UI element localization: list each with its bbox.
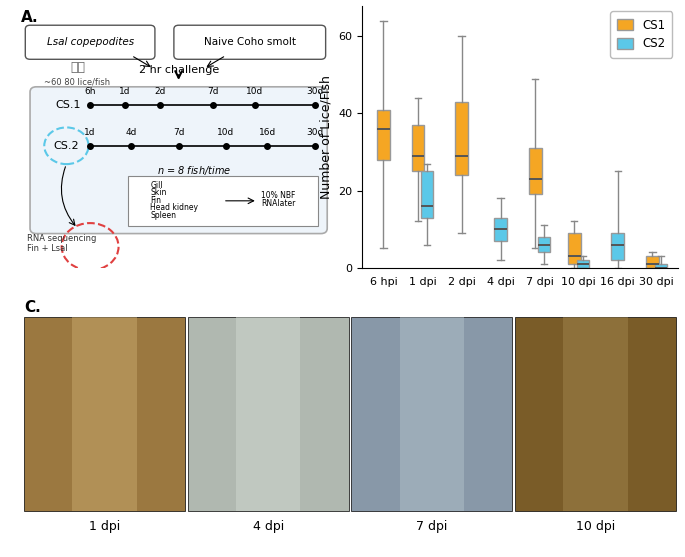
Text: 7d: 7d: [173, 128, 184, 136]
PathPatch shape: [646, 256, 659, 268]
Text: RNA sequencing
Fin + Lsal: RNA sequencing Fin + Lsal: [27, 233, 97, 253]
Text: 🐟🦐: 🐟🦐: [70, 61, 85, 74]
Text: Fin: Fin: [150, 196, 161, 205]
PathPatch shape: [412, 125, 425, 172]
Text: 10d: 10d: [246, 87, 263, 96]
Text: $n$ = 8 fish/time: $n$ = 8 fish/time: [158, 164, 232, 177]
PathPatch shape: [377, 110, 390, 160]
Bar: [236, 316, 300, 511]
PathPatch shape: [529, 148, 542, 194]
Text: 10 dpi: 10 dpi: [576, 520, 615, 534]
Bar: [188, 316, 349, 511]
Text: 30d: 30d: [306, 87, 323, 96]
Text: 1d: 1d: [119, 87, 131, 96]
Text: Skin: Skin: [150, 188, 166, 197]
PathPatch shape: [421, 172, 433, 218]
Text: RNAlater: RNAlater: [261, 199, 295, 208]
Y-axis label: Number of Lice/Fish: Number of Lice/Fish: [320, 75, 333, 198]
Text: A.: A.: [21, 9, 38, 25]
Text: 30d: 30d: [306, 128, 323, 136]
Bar: [563, 316, 628, 511]
Legend: CS1, CS2: CS1, CS2: [610, 12, 672, 57]
Text: 4 dpi: 4 dpi: [253, 520, 284, 534]
FancyBboxPatch shape: [174, 25, 325, 59]
PathPatch shape: [495, 218, 507, 241]
PathPatch shape: [655, 264, 667, 268]
Text: 6h: 6h: [84, 87, 96, 96]
Text: Naive Coho smolt: Naive Coho smolt: [203, 37, 296, 47]
Text: 10% NBF: 10% NBF: [261, 191, 295, 200]
Text: 7 dpi: 7 dpi: [416, 520, 447, 534]
Text: 2 hr challenge: 2 hr challenge: [138, 65, 219, 75]
Text: Spleen: Spleen: [150, 211, 176, 220]
Text: 2d: 2d: [154, 87, 165, 96]
PathPatch shape: [612, 233, 624, 260]
PathPatch shape: [577, 260, 589, 268]
PathPatch shape: [538, 237, 550, 252]
Bar: [24, 316, 185, 511]
FancyBboxPatch shape: [30, 87, 327, 233]
FancyBboxPatch shape: [25, 25, 155, 59]
Text: 1 dpi: 1 dpi: [89, 520, 120, 534]
Text: Gill: Gill: [150, 180, 163, 189]
Bar: [72, 316, 136, 511]
Bar: [351, 316, 512, 511]
Bar: [515, 316, 676, 511]
Text: ~60 80 lice/fish: ~60 80 lice/fish: [45, 77, 110, 86]
Text: CS.1: CS.1: [55, 100, 81, 110]
Text: Lsal copepodites: Lsal copepodites: [47, 37, 134, 47]
FancyBboxPatch shape: [128, 176, 318, 226]
Text: Head kidney: Head kidney: [150, 203, 198, 212]
Text: 1d: 1d: [84, 128, 96, 136]
Text: CS.2: CS.2: [53, 141, 79, 151]
Text: 10d: 10d: [217, 128, 235, 136]
Text: 16d: 16d: [258, 128, 276, 136]
Bar: [399, 316, 464, 511]
Text: 4d: 4d: [125, 128, 137, 136]
Text: 7d: 7d: [208, 87, 219, 96]
PathPatch shape: [456, 102, 468, 175]
PathPatch shape: [568, 233, 581, 264]
Text: C.: C.: [24, 300, 40, 315]
